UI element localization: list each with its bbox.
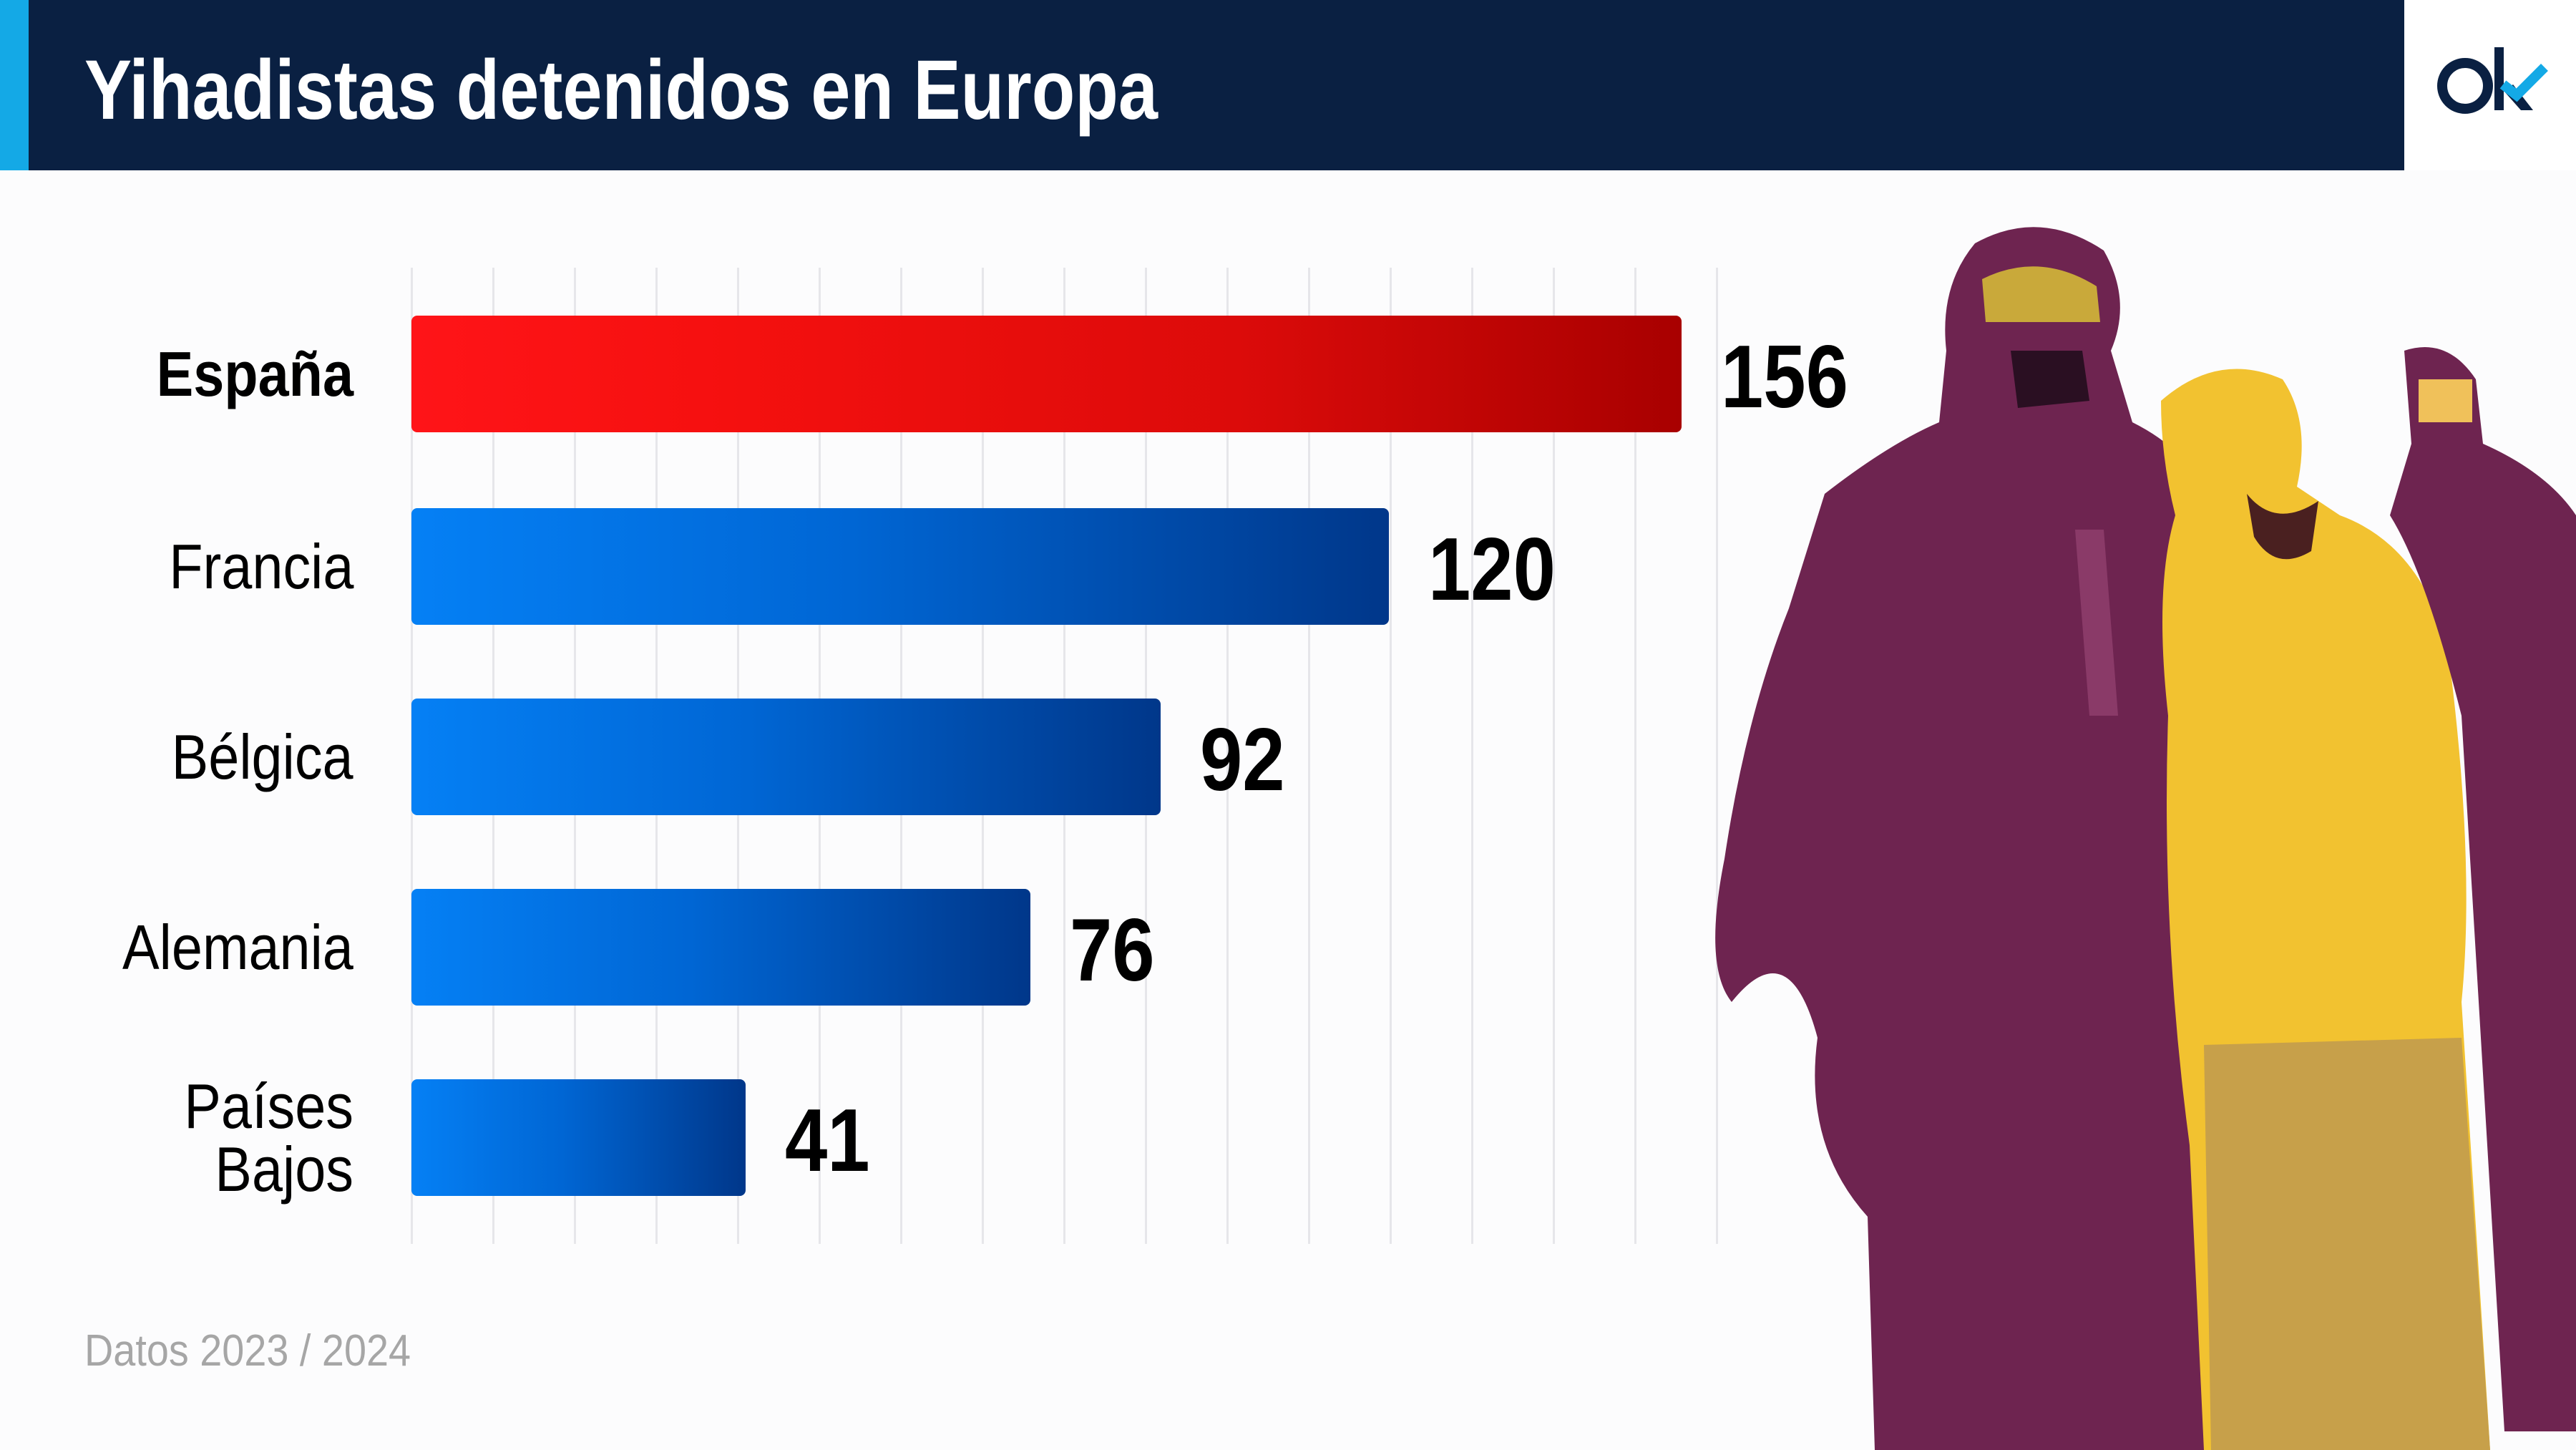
gridline (1471, 268, 1473, 1244)
bar-3 (411, 889, 1030, 1006)
category-label: Bélgica (172, 721, 353, 792)
ok-logo (2404, 0, 2576, 170)
accent-stripe (0, 0, 29, 170)
header-bar: Yihadistas detenidos en Europa (29, 0, 2404, 170)
gridline (1390, 268, 1392, 1244)
bar-0 (411, 316, 1682, 432)
data-source-note: Datos 2023 / 2024 (84, 1326, 411, 1376)
gridline (1226, 268, 1229, 1244)
category-label: España (156, 338, 353, 409)
category-label: Países Bajos (184, 1070, 353, 1205)
bar-1 (411, 508, 1389, 625)
gridline (1634, 268, 1636, 1244)
value-label: 76 (1069, 900, 1155, 1000)
category-label: Francia (169, 535, 353, 598)
value-label: 92 (1199, 710, 1285, 809)
gridline (1308, 268, 1310, 1244)
gridline (1716, 268, 1718, 1244)
category-label-line: Bélgica (172, 721, 353, 792)
value-label: 120 (1428, 520, 1556, 619)
category-label-line: Países (184, 1070, 353, 1142)
photo-guard-escorting-detainee-icon (1715, 227, 2576, 1450)
value-label: 41 (784, 1091, 870, 1190)
category-label-line: Alemania (122, 911, 353, 983)
bar-2 (411, 699, 1161, 815)
value-label: 156 (1721, 327, 1849, 427)
category-label-line: España (156, 338, 353, 409)
page-title: Yihadistas detenidos en Europa (84, 43, 1158, 137)
gridline (1553, 268, 1555, 1244)
bar-4 (411, 1079, 746, 1196)
category-label-line: Bajos (215, 1133, 353, 1205)
category-label-line: Francia (168, 530, 353, 602)
category-label: Alemania (122, 911, 353, 983)
